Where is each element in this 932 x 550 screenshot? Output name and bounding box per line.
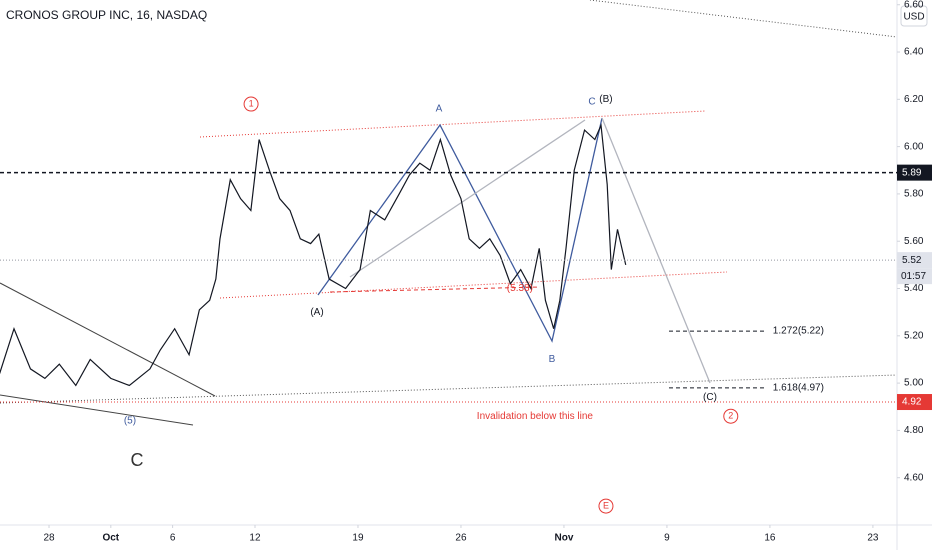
x-tick-label: Nov [554, 533, 573, 544]
annotation: C [588, 96, 595, 107]
countdown: 01:57 [901, 271, 926, 282]
y-tick-label: 5.60 [904, 236, 924, 247]
x-tick-label: 26 [455, 533, 467, 544]
x-tick-label: 9 [664, 533, 670, 544]
annotation: Invalidation below this line [477, 411, 594, 422]
currency-box [900, 5, 928, 27]
y-tick-label: 6.20 [904, 94, 924, 105]
x-tick-label: Oct [102, 533, 119, 544]
chart-title: CRONOS GROUP INC, 16, NASDAQ [6, 8, 207, 22]
y-tick-label: 6.40 [904, 47, 924, 58]
channel-top [199, 110, 706, 138]
y-tick-label: 5.00 [904, 378, 924, 389]
annotation: (A) [310, 307, 323, 318]
x-tick-label: 16 [764, 533, 776, 544]
trend-line [589, 0, 898, 38]
x-tick-label: 28 [43, 533, 55, 544]
price-label-box [897, 252, 932, 269]
price-label: 5.89 [902, 167, 922, 178]
price-label: 5.52 [902, 255, 922, 266]
currency: USD [903, 12, 924, 23]
annotation: A [436, 103, 443, 114]
x-tick-label: 19 [352, 533, 364, 544]
wedge-line [0, 282, 216, 397]
annotation: 2 [728, 411, 733, 421]
price-label-box [897, 394, 932, 411]
y-tick-label: 4.60 [904, 472, 924, 483]
fib-label: 1.272(5.22) [773, 326, 824, 337]
annotation: E [603, 500, 609, 510]
x-tick-label: 23 [867, 533, 879, 544]
y-tick-label: 6.00 [904, 141, 924, 152]
wave-circle [598, 498, 614, 514]
y-tick-label: 4.80 [904, 425, 924, 436]
trend-line [0, 374, 898, 404]
wave-path [317, 117, 603, 343]
annotation: (5.38) [507, 283, 533, 294]
annotation: (C) [703, 392, 717, 403]
price-label: 4.92 [902, 397, 922, 408]
wave-circle [723, 408, 739, 424]
projection-line [349, 119, 586, 278]
y-tick-label: 5.80 [904, 189, 924, 200]
x-tick-label: 6 [170, 533, 176, 544]
y-tick-label: 5.20 [904, 330, 924, 341]
target-line [329, 286, 541, 293]
y-tick-label: 6.60 [904, 0, 924, 10]
annotation: (5) [124, 416, 136, 427]
fib-label: 1.618(4.97) [773, 382, 824, 393]
annotation: C [130, 450, 143, 470]
annotation: B [549, 354, 556, 365]
channel-bottom [219, 271, 728, 299]
annotation: (B) [599, 94, 612, 105]
x-tick-label: 12 [249, 533, 261, 544]
wave-circle [243, 96, 259, 112]
countdown-box [897, 268, 932, 285]
price-line [0, 123, 627, 387]
y-tick-label: 5.40 [904, 283, 924, 294]
wedge-line [0, 394, 194, 426]
price-label-box [897, 164, 932, 181]
annotation: 1 [249, 98, 254, 108]
projection-line [601, 117, 711, 384]
